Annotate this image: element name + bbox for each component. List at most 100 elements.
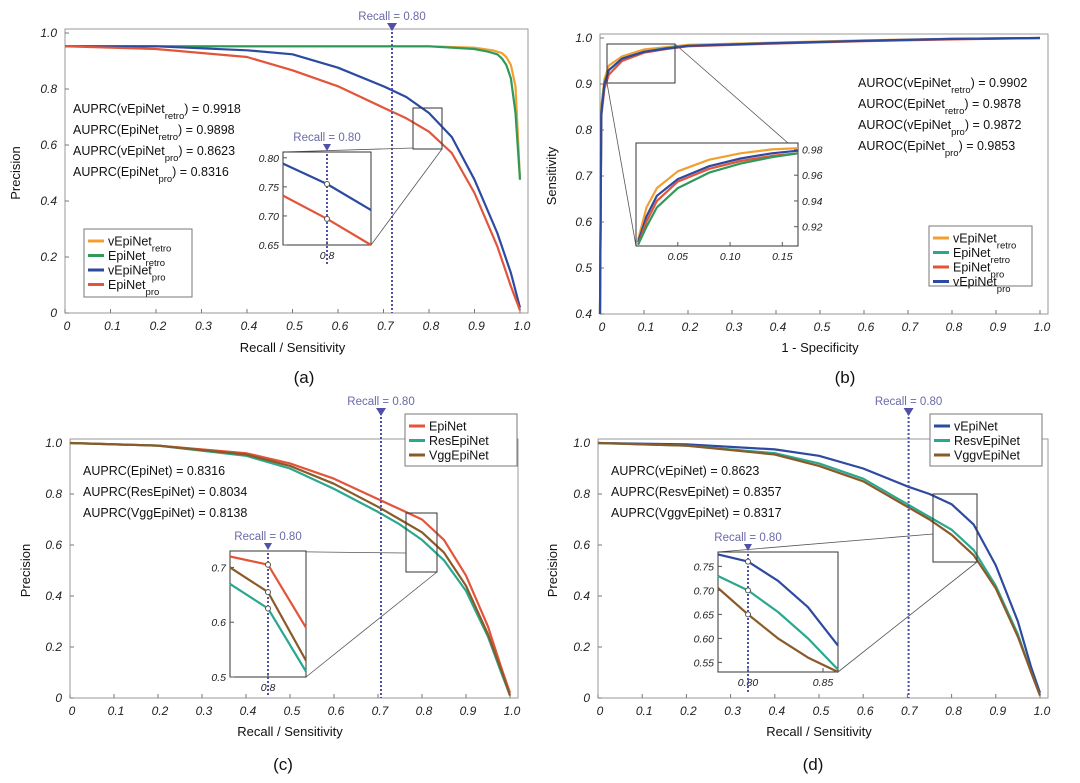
y-tick-label: 0.2 (573, 640, 590, 654)
x-tick-label: 0.4 (770, 320, 787, 334)
y-tick-label: 0.8 (45, 487, 62, 501)
metric-annotation: AUPRC(VggvEpiNet) = 0.8317 (611, 506, 782, 520)
inset-x-tick-label: 0.15 (772, 251, 793, 263)
series-line-vepinet-pro (598, 36, 1041, 315)
y-tick-label: 1.0 (45, 436, 62, 450)
inset-intersection-marker (265, 605, 271, 612)
zoom-connector (837, 561, 978, 673)
x-tick-label: 0.2 (152, 704, 169, 718)
x-tick-label: 0.5 (284, 704, 301, 718)
y-tick-label: 0.2 (40, 250, 57, 264)
zoom-connector (674, 43, 789, 144)
y-tick-label: 0 (583, 691, 590, 705)
inset-x-tick-label: 0.85 (813, 677, 834, 689)
inset-y-tick-label: 0.92 (802, 222, 823, 234)
y-tick-label: 0.8 (40, 82, 57, 96)
inset-y-tick-label: 0.70 (694, 585, 715, 597)
y-tick-label: 1.0 (575, 31, 592, 45)
chart-panel-c: 0 0.1 0.2 0.3 0.4 0.5 0.6 0.7 0.8 0.9 1.0 0 0.2 0.4 0.… (18, 396, 521, 774)
recall-label: Recall = 0.80 (358, 11, 425, 23)
x-tick-label: 0.8 (945, 704, 962, 718)
inset-recall-arrow-icon (323, 144, 331, 151)
metric-annotation: AUROC(EpiNetpro) = 0.9853 (858, 139, 1015, 159)
inset-y-tick-label: 0.80 (259, 153, 280, 165)
y-tick-label: 0.2 (45, 640, 62, 654)
x-tick-label: 0.9 (989, 704, 1006, 718)
y-tick-label: 0.8 (573, 487, 590, 501)
series-line-vepinet-pro (65, 45, 522, 308)
recall-label: Recall = 0.80 (347, 396, 414, 408)
recall-arrow-icon (903, 408, 914, 416)
x-tick-label: 0.9 (990, 320, 1007, 334)
y-axis-label: Precision (8, 146, 23, 199)
inset-y-tick-label: 0.75 (694, 561, 715, 573)
inset-y-tick-label: 0.75 (259, 182, 280, 194)
x-tick-label: 1.0 (504, 704, 521, 718)
inset-x-tick-label: 0.8 (261, 682, 276, 694)
legend-entry: EpiNetretro (108, 249, 165, 269)
legend-entry: vEpiNetretro (108, 235, 171, 255)
x-axis-label: Recall / Sensitivity (766, 724, 872, 739)
x-tick-label: 0.8 (423, 319, 440, 333)
y-axis-label: Precision (545, 544, 560, 597)
x-tick-label: 0.3 (726, 320, 743, 334)
x-tick-label: 0.4 (768, 704, 785, 718)
x-tick-label: 0.4 (241, 319, 258, 333)
x-tick-label: 1.0 (1034, 320, 1051, 334)
x-tick-label: 0.6 (857, 704, 874, 718)
x-tick-label: 0 (64, 319, 71, 333)
inset-intersection-marker (324, 180, 330, 187)
y-tick-label: 0.4 (45, 589, 62, 603)
recall-label: Recall = 0.80 (875, 396, 942, 408)
x-tick-label: 0.8 (946, 320, 963, 334)
legend-entry: vEpiNetretro (953, 232, 1016, 252)
y-tick-label: 1.0 (40, 26, 57, 40)
inset-x-tick-label: 0.10 (720, 251, 741, 263)
x-tick-label: 0.3 (196, 704, 213, 718)
inset-y-tick-label: 0.98 (802, 144, 823, 156)
panel-caption: (a) (294, 368, 315, 387)
legend-entry: EpiNetretro (953, 246, 1010, 266)
metric-annotation: AUPRC(EpiNetpro) = 0.8316 (73, 165, 229, 185)
x-tick-label: 0.6 (858, 320, 875, 334)
y-tick-label: 0.7 (575, 169, 593, 183)
inset-recall-label: Recall = 0.80 (234, 531, 301, 543)
metric-annotation: AUPRC(vEpiNetretro) = 0.9918 (73, 102, 241, 122)
x-axis-label: 1 - Specificity (781, 340, 859, 355)
metric-annotation: AUROC(vEpiNetretro) = 0.9902 (858, 76, 1027, 96)
y-tick-label: 0.4 (575, 307, 592, 321)
y-tick-label: 0 (50, 306, 57, 320)
x-tick-label: 0.3 (724, 704, 741, 718)
legend-entry: ResEpiNet (429, 434, 489, 448)
x-tick-label: 0.8 (416, 704, 433, 718)
inset-series-line (637, 149, 799, 243)
x-tick-label: 0.3 (195, 319, 212, 333)
inset-intersection-marker (745, 558, 751, 565)
x-tick-label: 0.5 (286, 319, 303, 333)
inset-y-tick-label: 0.55 (694, 657, 715, 669)
x-tick-label: 0.9 (468, 319, 485, 333)
panel-caption: (c) (273, 755, 293, 774)
inset-series-line (637, 152, 799, 246)
series-line-epinet-pro (64, 45, 522, 311)
x-tick-label: 1.0 (514, 319, 531, 333)
x-tick-label: 0 (69, 704, 76, 718)
inset-y-tick-label: 0.65 (259, 240, 280, 252)
metric-annotation: AUROC(EpiNetretro) = 0.9878 (858, 97, 1021, 117)
inset-recall-label: Recall = 0.80 (714, 532, 781, 544)
x-tick-label: 0.7 (901, 704, 919, 718)
inset-y-tick-label: 0.65 (694, 609, 715, 621)
metric-annotation: AUPRC(vEpiNetpro) = 0.8623 (73, 144, 235, 164)
inset-intersection-marker (324, 215, 330, 222)
inset-y-tick-label: 0.60 (694, 633, 715, 645)
x-tick-label: 0.7 (902, 320, 920, 334)
legend-entry: vEpiNetpro (953, 275, 1011, 295)
y-tick-label: 0.9 (575, 77, 592, 91)
inset-series-line (637, 147, 799, 240)
zoom-connector (305, 571, 438, 678)
chart-panel-b: 0 0.1 0.2 0.3 0.4 0.5 0.6 0.7 0.8 0.9 1.0 0.4 0.5 0.6… (544, 31, 1051, 387)
x-tick-label: 0.4 (240, 704, 257, 718)
zoom-connector (717, 533, 934, 553)
legend-entry: EpiNetpro (108, 278, 159, 298)
series-line-vepinet (597, 441, 1042, 694)
